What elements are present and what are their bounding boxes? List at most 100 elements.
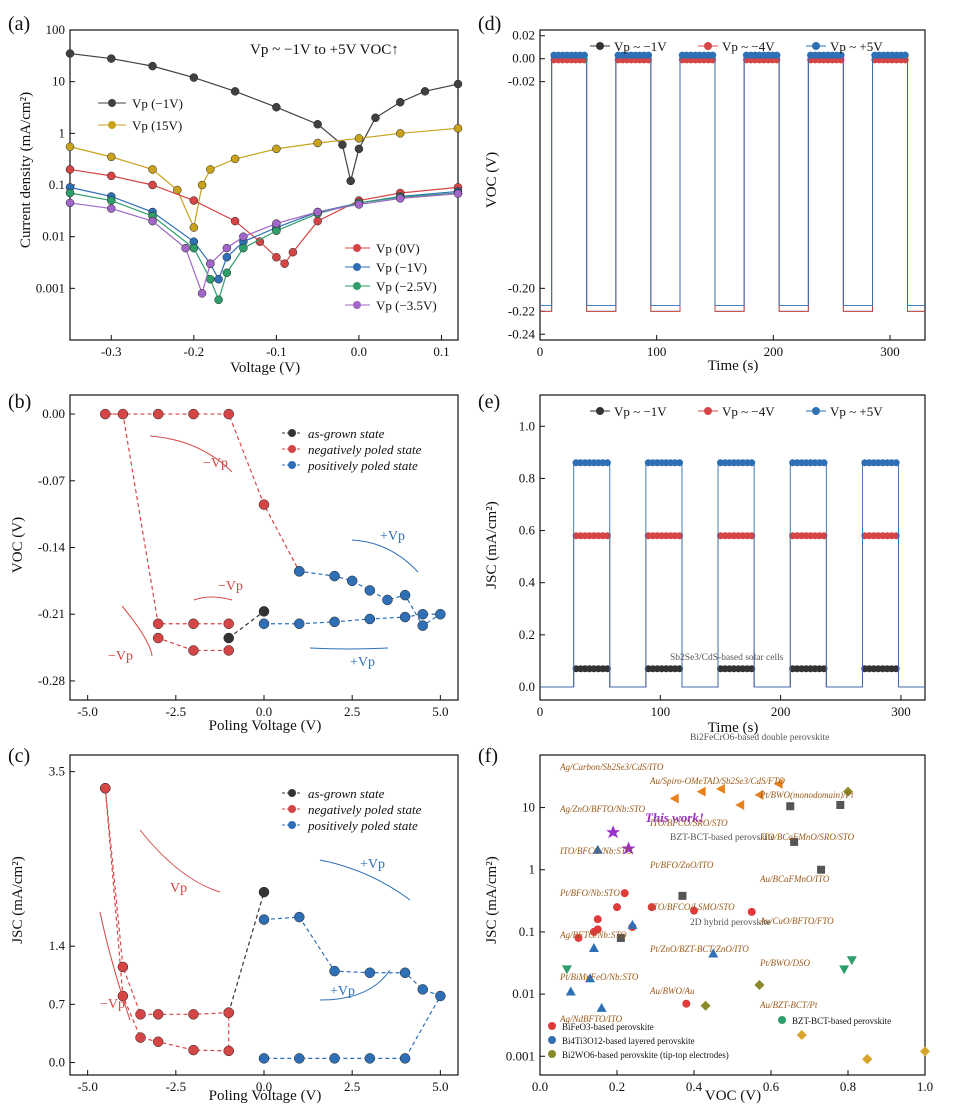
trace-marker-e	[892, 665, 900, 673]
y-tick-label-a: 0.01	[42, 229, 65, 244]
xlabel-d: Time (s)	[708, 358, 759, 374]
data-point-b	[364, 585, 376, 596]
data-point-a	[272, 102, 281, 112]
data-point-b	[223, 618, 234, 629]
legend-text-e: Vp ~ −4V	[722, 404, 775, 419]
y-tick-label-b: 0.00	[42, 406, 65, 421]
data-point-b	[329, 616, 340, 628]
data-point-b	[152, 618, 164, 629]
arrow-label-b: +Vp	[380, 529, 405, 544]
x-tick-label-b: -5.0	[77, 704, 98, 719]
x-tick-label-c: 0.0	[256, 1079, 272, 1094]
scatter-point	[561, 965, 572, 975]
device-label-f: Au/Spiro-OMeTAD/Sb2Se3/CdS/FTO	[649, 776, 785, 786]
trace-marker-e	[748, 532, 756, 540]
data-point-a	[313, 119, 322, 129]
scatter-point	[592, 844, 603, 854]
trace-marker-d	[580, 51, 588, 59]
scatter-point	[620, 889, 629, 898]
data-point-b	[346, 575, 358, 587]
y-tick-label-b: -0.07	[38, 473, 66, 488]
device-label-f: Au/CuO/BFTO/FTO	[759, 916, 834, 926]
trace-line-d	[540, 59, 925, 312]
trace-marker-e	[603, 532, 611, 540]
data-point-a	[107, 171, 116, 181]
scatter-point	[588, 943, 599, 953]
data-point-a	[189, 243, 199, 253]
x-tick-label-a: -0.3	[101, 344, 122, 359]
data-point-a	[239, 232, 248, 241]
trace-marker-e	[892, 459, 900, 467]
data-point-b	[329, 570, 340, 582]
x-tick-label-e: 200	[771, 704, 791, 719]
data-point-a	[181, 243, 190, 253]
device-label-f: Ag/Carbon/Sb2Se3/CdS/ITO	[559, 762, 664, 772]
scatter-point	[708, 948, 719, 958]
legend-text-a: Vp (−3.5V)	[376, 298, 437, 313]
y-tick-label-f: 0.01	[512, 986, 535, 1001]
data-point-b	[399, 611, 411, 623]
arrow-label-c: +Vp	[330, 984, 355, 999]
y-tick-label-f: 10	[522, 800, 535, 815]
trace-line-d	[540, 54, 925, 307]
data-point-c	[329, 1053, 340, 1064]
x-tick-label-e: 0	[537, 704, 544, 719]
x-tick-label-f: 0.0	[532, 1079, 548, 1094]
device-label-f: ITO/BFCO/Nb:STO	[559, 846, 633, 856]
scatter-point	[862, 1054, 873, 1065]
legend-marker-e	[704, 407, 712, 415]
data-point-c	[100, 782, 111, 794]
legend-marker-a	[353, 244, 361, 252]
x-tick-label-a: -0.2	[184, 344, 205, 359]
data-point-a	[214, 295, 223, 305]
data-point-a	[197, 180, 207, 190]
x-tick-label-f: 0.2	[609, 1079, 625, 1094]
arrow-c	[139, 829, 221, 893]
xlabel-f: VOC (V)	[705, 1088, 761, 1104]
legend-text-b: negatively poled state	[308, 442, 422, 457]
series-line-c	[104, 788, 230, 1052]
trace-marker-e	[892, 532, 900, 540]
trace-marker-d	[773, 51, 781, 59]
xlabel-e: Time (s)	[708, 720, 759, 736]
legend-text-a: Vp (−1V)	[376, 260, 427, 275]
trace-marker-e	[676, 459, 684, 467]
device-label-f: Pt/BFO/Nb:STO	[559, 888, 620, 898]
data-point-b	[223, 632, 234, 644]
data-layer	[65, 49, 930, 1065]
legend-text-a: Vp (15V)	[132, 118, 182, 133]
scatter-point	[690, 906, 698, 915]
data-point-b	[382, 594, 393, 606]
device-label-f: ITO/BFCO/LSMO/STO	[649, 902, 735, 912]
x-tick-label-f: 0.4	[686, 1079, 703, 1094]
legend-marker-d	[812, 42, 820, 50]
y-tick-label-c: 3.5	[49, 764, 65, 779]
legend-text-d: Vp ~ +5V	[830, 39, 883, 54]
data-point-b	[435, 608, 446, 620]
x-tick-label-c: 2.5	[344, 1079, 360, 1094]
data-point-c	[294, 911, 305, 923]
data-point-c	[399, 967, 411, 979]
arrow-c	[319, 969, 391, 1001]
data-point-a	[272, 144, 281, 154]
ylabel-d: VOC (V)	[484, 152, 500, 208]
legend-text-f: Bi4Ti3O12-based layered perovskite	[562, 1036, 695, 1046]
panel-label-b: (b)	[8, 391, 31, 413]
data-point-a	[189, 223, 199, 232]
plot-frame-f	[539, 754, 926, 1076]
y-tick-label-f: 1	[529, 862, 536, 877]
scatter-point	[790, 837, 799, 846]
scatter-point	[839, 965, 850, 975]
legend-marker-d	[704, 42, 712, 50]
data-point-c	[117, 990, 129, 1002]
scatter-point	[606, 825, 621, 839]
data-point-c	[152, 1036, 164, 1048]
device-label-f: ITO/BFCO/SRO/STO	[649, 818, 728, 828]
x-tick-label-c: -5.0	[77, 1079, 98, 1094]
data-point-b	[417, 608, 428, 620]
scatter-point	[613, 903, 621, 912]
data-point-a	[420, 87, 430, 96]
xlabel-a: Voltage (V)	[230, 360, 300, 376]
scatter-point	[621, 841, 636, 855]
scatter-point	[846, 956, 857, 966]
